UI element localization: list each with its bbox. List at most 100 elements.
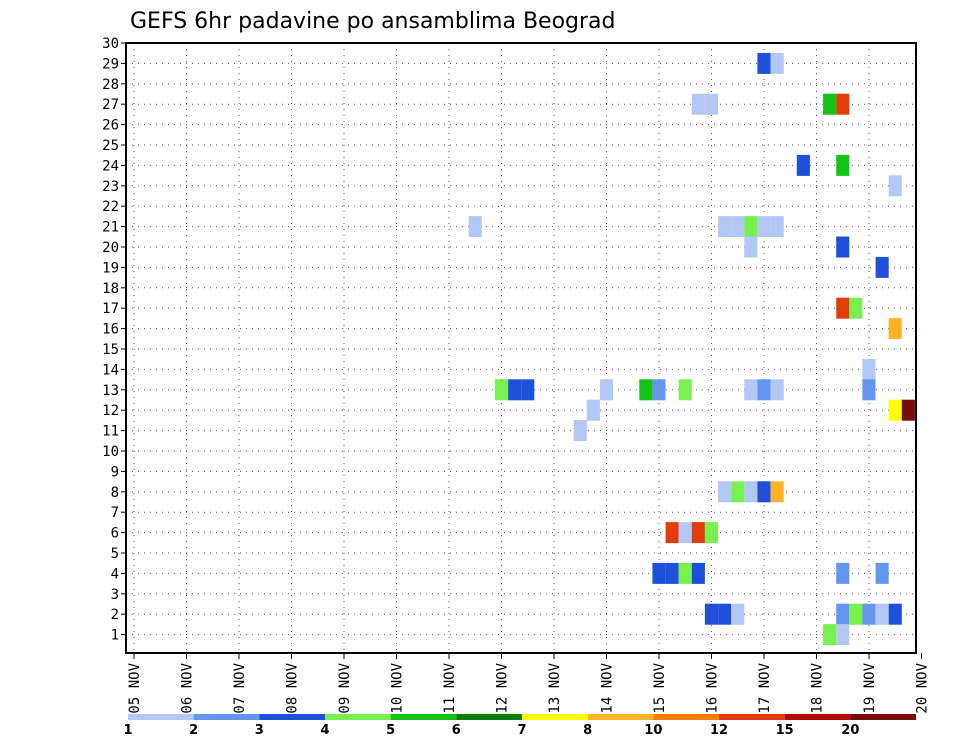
y-tick-label: 1: [111, 628, 119, 644]
legend-label: 8: [583, 723, 592, 738]
precip-cell: [770, 52, 784, 74]
precip-cell: [757, 481, 771, 503]
precip-cell: [888, 318, 902, 340]
y-tick-label: 21: [102, 220, 119, 236]
legend-label: 7: [517, 723, 526, 738]
y-axis-ticks: 1234567891011121314151617181920212223242…: [102, 36, 126, 644]
y-tick-label: 5: [111, 546, 119, 562]
precip-cell: [796, 154, 810, 176]
precip-cell: [731, 603, 745, 625]
chart-title: GEFS 6hr padavine po ansamblima Beograd: [130, 9, 616, 34]
precip-cell: [665, 522, 679, 544]
legend-label: 10: [644, 723, 662, 738]
precip-cell: [862, 603, 876, 625]
legend-label: 6: [452, 723, 461, 738]
y-tick-label: 20: [102, 240, 119, 256]
x-tick-label: 16 NOV: [705, 662, 721, 713]
x-axis-ticks: 05 NOV 06 NOV 07 NOV 08 NOV 09 NOV 10 NOV 11 N…: [127, 653, 931, 714]
legend-label: 15: [776, 723, 794, 738]
y-tick-label: 25: [102, 138, 119, 154]
x-tick-label: 20 NOV: [915, 662, 931, 713]
precip-cell: [836, 603, 850, 625]
legend-label: 20: [841, 723, 859, 738]
precip-cell: [586, 399, 600, 421]
precip-cell: [836, 236, 850, 258]
precip-cell: [875, 256, 889, 278]
precip-cell: [704, 93, 718, 115]
y-tick-label: 14: [102, 362, 119, 378]
legend-label: 12: [710, 723, 728, 738]
legend-label: 5: [386, 723, 395, 738]
plot-frame: [125, 42, 917, 654]
y-tick-label: 11: [102, 424, 119, 440]
y-tick-label: 6: [111, 526, 119, 542]
precip-cell: [731, 216, 745, 238]
precip-cell: [757, 379, 771, 401]
precip-cell: [744, 481, 758, 503]
precip-cell: [744, 379, 758, 401]
legend-swatch: [850, 714, 916, 720]
y-tick-label: 30: [102, 36, 119, 52]
precip-cell: [849, 603, 863, 625]
x-tick-label: 10 NOV: [390, 662, 406, 713]
x-tick-label: 17 NOV: [757, 662, 773, 713]
x-tick-label: 19 NOV: [862, 662, 878, 713]
legend-swatch: [259, 714, 325, 720]
x-tick-label: 13 NOV: [547, 662, 563, 713]
precip-cell: [836, 93, 850, 115]
legend-swatch: [653, 714, 719, 720]
y-tick-label: 29: [102, 56, 119, 72]
x-tick-label: 05 NOV: [127, 662, 143, 713]
precip-cell: [862, 379, 876, 401]
legend-label: 2: [189, 723, 198, 738]
x-tick-label: 11 NOV: [442, 662, 458, 713]
precip-cell: [691, 522, 705, 544]
precip-cell: [888, 175, 902, 197]
precip-cell: [599, 379, 613, 401]
precip-cell: [744, 216, 758, 238]
precip-cell: [704, 603, 718, 625]
color-legend: 1 2 3 4 5 6 7 8 10 12 15 20: [123, 714, 916, 738]
precip-cell: [718, 481, 732, 503]
legend-swatch: [128, 714, 194, 720]
x-tick-label: 07 NOV: [232, 662, 248, 713]
legend-label: 4: [320, 723, 329, 738]
y-tick-label: 26: [102, 118, 119, 134]
y-tick-label: 16: [102, 322, 119, 338]
precip-cell: [836, 297, 850, 319]
legend-label: 1: [123, 723, 132, 738]
y-tick-label: 10: [102, 444, 119, 460]
precip-cell: [836, 154, 850, 176]
legend-swatch: [522, 714, 588, 720]
precip-cell: [888, 399, 902, 421]
legend-swatch: [193, 714, 260, 720]
precip-cell: [823, 624, 837, 646]
legend-label: 3: [255, 723, 264, 738]
precip-cell: [875, 603, 889, 625]
precip-cell: [665, 562, 679, 584]
precip-cell: [875, 562, 889, 584]
precip-cell: [718, 603, 732, 625]
precip-cell: [652, 562, 666, 584]
precip-cell: [704, 522, 718, 544]
y-tick-label: 19: [102, 260, 119, 276]
precip-cell: [770, 216, 784, 238]
y-tick-label: 3: [111, 587, 119, 603]
precip-cell: [494, 379, 508, 401]
precipitation-cells: [468, 52, 915, 646]
precip-cell: [652, 379, 666, 401]
legend-swatch: [719, 714, 785, 720]
x-tick-label: 09 NOV: [337, 662, 353, 713]
legend-swatch: [784, 714, 851, 720]
precip-cell: [639, 379, 653, 401]
y-tick-label: 15: [102, 342, 119, 358]
y-tick-label: 2: [111, 607, 119, 623]
grid-lines: [126, 42, 916, 653]
y-tick-label: 28: [102, 77, 119, 93]
precip-cell: [823, 93, 837, 115]
legend-swatch: [456, 714, 522, 720]
y-tick-label: 7: [111, 505, 119, 521]
precip-cell: [573, 420, 587, 442]
precip-cell: [691, 93, 705, 115]
precip-cell: [770, 379, 784, 401]
